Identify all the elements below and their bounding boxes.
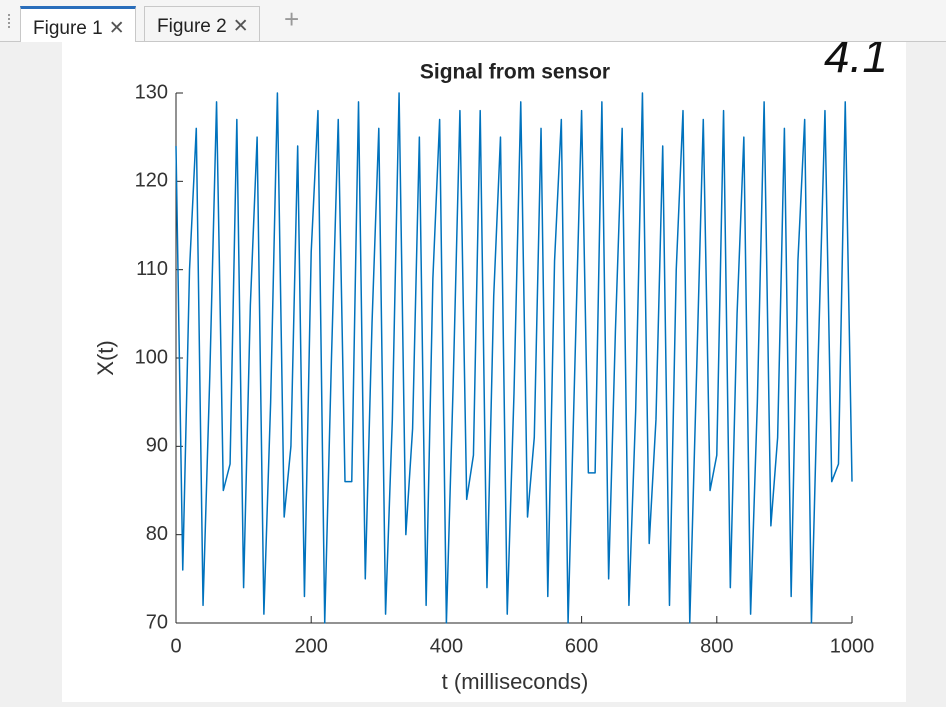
signal-line xyxy=(175,92,853,624)
y-tick-label: 130 xyxy=(135,81,168,103)
grip xyxy=(8,14,16,28)
tab[interactable]: Figure 2 ✕ xyxy=(144,6,260,42)
close-icon[interactable]: ✕ xyxy=(108,18,125,39)
x-tick-label: 800 xyxy=(700,635,733,657)
y-tick-label: 100 xyxy=(135,346,168,368)
x-tick-label: 0 xyxy=(170,635,181,657)
chart-title: Signal from sensor xyxy=(420,61,610,84)
tab-label: Figure 2 xyxy=(157,16,227,37)
figure: Signal from sensor t (milliseconds) X(t)… xyxy=(62,30,906,702)
close-icon[interactable]: ✕ xyxy=(232,16,249,37)
chart: Signal from sensor t (milliseconds) X(t)… xyxy=(93,30,888,694)
x-tick-label: 200 xyxy=(295,635,328,657)
x-tick-label: 600 xyxy=(565,635,598,657)
tab-bar: Figure 1 ✕ Figure 2 ✕ + xyxy=(0,0,946,42)
add-tab[interactable]: + xyxy=(284,4,300,34)
y-tick-label: 120 xyxy=(135,170,168,192)
x-axis-label: t (milliseconds) xyxy=(442,669,589,694)
tab-label: Figure 1 xyxy=(33,18,103,39)
x-tick-label: 1000 xyxy=(830,635,875,657)
handwritten-annotation: 4.1 xyxy=(824,42,888,82)
y-tick-label: 110 xyxy=(136,258,168,280)
y-axis-label: X(t) xyxy=(93,340,118,375)
tab[interactable]: Figure 1 ✕ xyxy=(20,6,136,42)
x-tick-label: 400 xyxy=(430,635,463,657)
y-tick-label: 80 xyxy=(146,523,168,545)
y-tick-label: 70 xyxy=(146,611,168,633)
y-tick-label: 90 xyxy=(146,435,168,457)
